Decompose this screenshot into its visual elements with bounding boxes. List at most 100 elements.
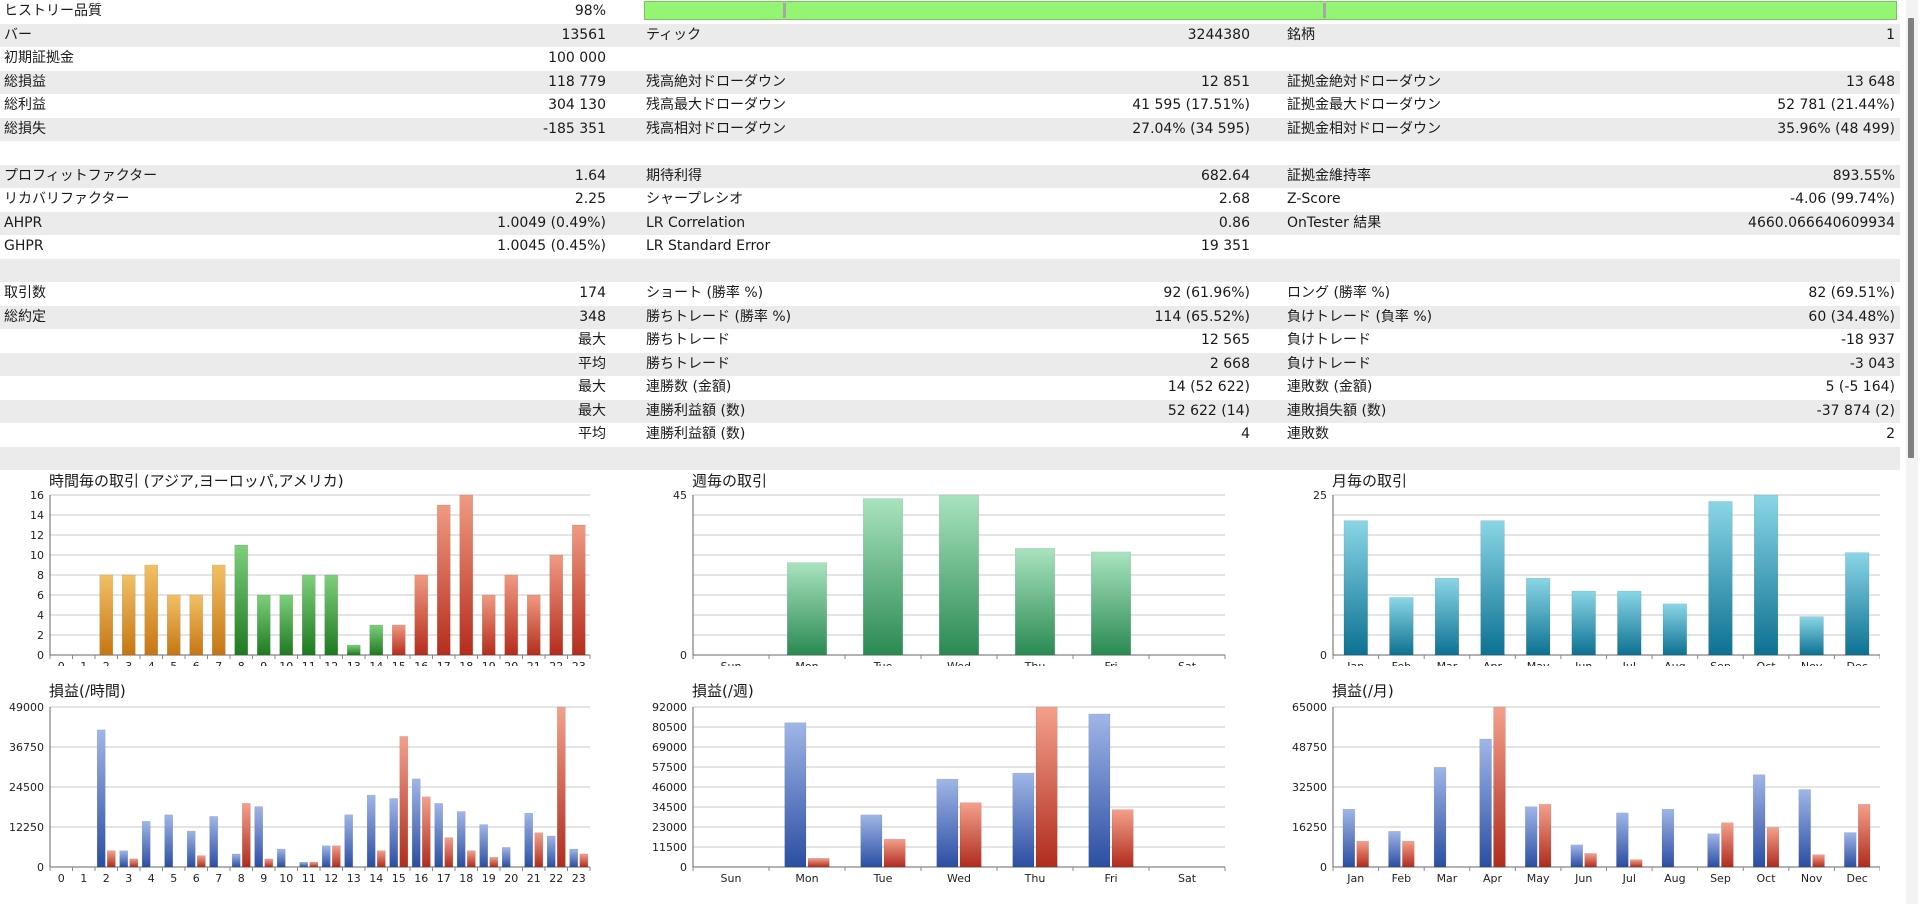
stat-value: 13561 — [561, 26, 606, 43]
stat-label: OnTester 結果 — [1287, 214, 1382, 231]
stat-value: 1.64 — [574, 167, 606, 184]
stat-value — [300, 447, 606, 471]
stats-row: 平均 勝ちトレード 2 668 負けトレード -3 043 — [0, 352, 1900, 376]
stats-row: AHPR 1.0049 (0.49%) LR Correlation 0.86 OnTe… — [0, 211, 1900, 235]
x-tick-label: Oct — [1757, 660, 1777, 666]
x-tick-label: 8 — [238, 872, 245, 885]
stat-value: 682.64 — [1201, 167, 1250, 184]
bar — [938, 494, 980, 656]
y-tick-label: 24500 — [9, 781, 44, 794]
bar — [459, 494, 474, 656]
bar — [1389, 597, 1414, 656]
loss-bar — [467, 850, 476, 868]
x-tick-label: Jun — [1574, 660, 1592, 666]
y-tick-label: 57500 — [652, 761, 687, 774]
x-tick-label: 4 — [148, 872, 155, 885]
stat-label: 証拠金絶対ドローダウン — [1287, 73, 1441, 90]
loss-bar — [129, 858, 139, 868]
stat-label: 負けトレード — [1287, 332, 1371, 348]
stat-label: 期待利得 — [646, 167, 702, 184]
bar — [1526, 577, 1551, 656]
profit-bar — [1661, 808, 1675, 868]
x-tick-label: 1 — [80, 872, 87, 885]
y-tick-label: 4 — [37, 609, 44, 622]
bar — [369, 624, 384, 656]
stat-label — [4, 329, 294, 353]
x-tick-label: Sep — [1710, 660, 1731, 666]
bar — [1014, 548, 1056, 656]
stat-value — [300, 259, 606, 283]
stat-label — [646, 47, 946, 71]
stat-label: 負けトレード — [1287, 355, 1371, 372]
x-tick-label: Jan — [1346, 660, 1364, 666]
stat-value: 平均 — [578, 355, 606, 372]
stat-label: AHPR — [4, 214, 43, 231]
x-tick-label: Sat — [1178, 660, 1197, 666]
stat-label: 連敗数 — [1287, 426, 1329, 442]
bar — [121, 574, 136, 656]
stat-label: 残高絶対ドローダウン — [646, 73, 786, 90]
x-tick-label: Tue — [873, 872, 893, 885]
monthly-trades-chart: 月毎の取引 0 25 Jan Feb Mar Apr May Jun Jul Aug Sep Oct N… — [1280, 470, 1881, 673]
x-tick-label: Mar — [1437, 660, 1458, 666]
y-tick-label: 0 — [37, 861, 44, 874]
bar — [549, 554, 564, 656]
x-tick-label: Jan — [1346, 872, 1364, 885]
stats-row: 総約定 348 勝ちトレード (勝率 %) 114 (65.52%) 負けトレード (負… — [0, 305, 1900, 329]
x-tick-label: Apr — [1483, 872, 1503, 885]
x-tick-label: 16 — [414, 660, 428, 666]
profit-bar — [366, 794, 376, 868]
loss-bar — [107, 850, 116, 868]
chart-title: 損益(/時間) — [49, 682, 126, 700]
stat-value: 平均 — [578, 426, 606, 442]
bar — [481, 594, 496, 656]
stat-value — [950, 259, 1250, 283]
x-tick-label: 22 — [549, 660, 563, 666]
x-tick-label: 5 — [170, 660, 177, 666]
x-tick-label: May — [1527, 660, 1550, 666]
loss-bar — [1857, 803, 1871, 868]
y-tick-label: 0 — [1320, 649, 1327, 662]
stat-label: LR Standard Error — [646, 238, 771, 254]
stat-value — [1530, 447, 1895, 471]
y-tick-label: 0 — [37, 649, 44, 662]
x-tick-label: 20 — [504, 660, 518, 666]
profit-bar — [276, 848, 286, 868]
loss-bar — [1035, 706, 1058, 868]
stat-value: 14 (52 622) — [1167, 379, 1250, 395]
y-tick-label: 48750 — [1292, 741, 1327, 754]
y-tick-label: 46000 — [652, 781, 687, 794]
stat-label: プロフィットファクター — [4, 167, 158, 184]
x-tick-label: 1 — [80, 660, 87, 666]
stat-value — [1530, 259, 1895, 283]
stat-value: 最大 — [578, 332, 606, 348]
stat-value: 最大 — [578, 379, 606, 395]
loss-bar — [883, 838, 906, 868]
monthly-pl-chart: 損益(/月) 0 16250 32500 48750 65000 Jan Feb Mar Apr… — [1280, 680, 1881, 890]
vertical-scrollbar[interactable] — [1906, 0, 1918, 904]
profit-bar — [1798, 789, 1811, 868]
profit-bar — [434, 803, 443, 868]
profit-bar — [1088, 713, 1111, 868]
x-tick-label: 23 — [572, 660, 586, 666]
stat-value: 348 — [579, 308, 606, 325]
x-tick-label: Feb — [1392, 872, 1411, 885]
loss-bar — [399, 736, 409, 868]
loss-bar — [1630, 859, 1643, 868]
scrollbar-thumb[interactable] — [1908, 18, 1914, 458]
x-tick-label: 7 — [215, 872, 222, 885]
y-tick-label: 92000 — [652, 701, 687, 714]
history-quality-bar — [644, 1, 1897, 20]
bar — [862, 498, 904, 656]
stat-label — [4, 376, 294, 400]
x-tick-label: Fri — [1104, 660, 1117, 666]
x-tick-label: Aug — [1664, 660, 1685, 666]
stat-label: 残高相対ドローダウン — [646, 120, 786, 137]
profit-bar — [1388, 831, 1401, 868]
x-tick-label: Tue — [873, 660, 893, 666]
bar — [166, 594, 181, 656]
stats-row: 総損益 118 779 残高絶対ドローダウン 12 851 証拠金絶対ドローダウン 13 … — [0, 70, 1900, 94]
stat-label: 勝ちトレード — [646, 355, 730, 372]
x-tick-label: Wed — [947, 660, 971, 666]
loss-bar — [489, 856, 499, 868]
